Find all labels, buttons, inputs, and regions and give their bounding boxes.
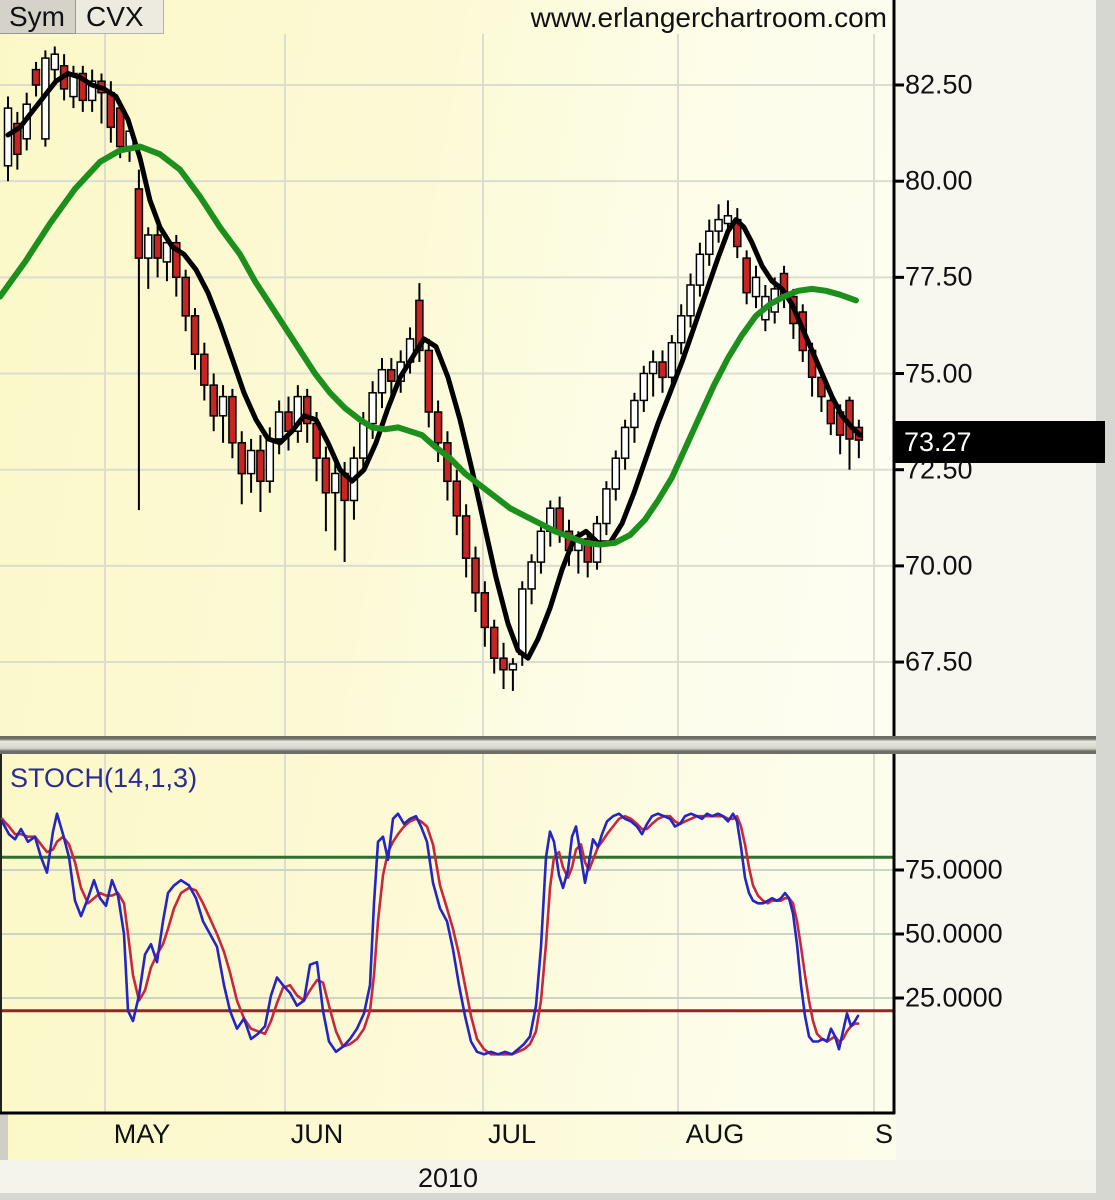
candle-up bbox=[676, 315, 686, 344]
candle-down bbox=[424, 349, 434, 413]
candle-down bbox=[433, 411, 443, 444]
candle-down bbox=[153, 234, 162, 259]
candle-down bbox=[172, 241, 181, 279]
candle-down bbox=[284, 411, 293, 432]
ma-slow-line bbox=[0, 143, 859, 548]
candle-up bbox=[527, 561, 536, 590]
month-label: S bbox=[874, 1119, 894, 1149]
candle-up bbox=[274, 411, 284, 440]
month-label: JUL bbox=[487, 1119, 537, 1149]
candle-up bbox=[714, 218, 723, 232]
candle-up bbox=[602, 488, 611, 525]
stoch-tick-label: 50.0000 bbox=[905, 918, 1003, 949]
symbol-field-label: Sym bbox=[0, 0, 76, 34]
candle-down bbox=[256, 449, 265, 483]
candle-down bbox=[461, 515, 471, 559]
candle-down bbox=[321, 457, 331, 494]
candle-down bbox=[742, 257, 751, 294]
stoch-tick-label: 25.0000 bbox=[905, 982, 1003, 1013]
stoch-k-line bbox=[0, 812, 860, 1056]
candle-up bbox=[648, 361, 658, 375]
panel-splitter[interactable] bbox=[0, 736, 1115, 754]
ma-fast-line bbox=[5, 71, 863, 661]
candle-up bbox=[751, 276, 761, 298]
candle-up bbox=[667, 341, 677, 379]
month-label: AUG bbox=[685, 1119, 745, 1149]
candle-up bbox=[695, 253, 705, 286]
candle-up bbox=[630, 399, 639, 429]
candle-down bbox=[480, 592, 490, 629]
candle-up bbox=[705, 230, 714, 256]
price-panel-background bbox=[0, 0, 896, 737]
candle-up bbox=[359, 422, 368, 459]
right-scroll-strip[interactable] bbox=[1096, 0, 1115, 1200]
axis-corner-block bbox=[0, 1113, 8, 1160]
price-tick-label: 80.00 bbox=[905, 165, 973, 196]
candle-up bbox=[620, 426, 630, 459]
candle-down bbox=[489, 626, 499, 659]
price-tick-label: 82.50 bbox=[905, 69, 973, 100]
stoch-tick-label: 75.0000 bbox=[905, 854, 1003, 885]
month-label: MAY bbox=[113, 1119, 171, 1149]
candle-up bbox=[368, 392, 377, 425]
candle-up bbox=[686, 284, 695, 317]
last-price-badge: 73.27 bbox=[894, 421, 1105, 463]
symbol-input[interactable]: CVX bbox=[76, 0, 164, 34]
candle-down bbox=[387, 368, 396, 382]
candle-down bbox=[826, 399, 836, 425]
candle-up bbox=[50, 53, 60, 71]
month-axis-band bbox=[0, 1113, 896, 1160]
stoch-indicator-label: STOCH(14,1,3) bbox=[10, 763, 198, 793]
price-tick-label: 75.00 bbox=[905, 358, 973, 389]
year-label: 2010 bbox=[418, 1163, 479, 1193]
candle-down bbox=[78, 72, 88, 102]
candle-up bbox=[536, 530, 546, 563]
candle-down bbox=[181, 276, 190, 317]
candle-up bbox=[518, 588, 527, 656]
candle-down bbox=[237, 442, 247, 475]
candle-down bbox=[209, 384, 218, 417]
candle-down bbox=[583, 538, 592, 563]
candle-down bbox=[555, 507, 564, 533]
candle-up bbox=[639, 372, 649, 402]
candle-down bbox=[471, 557, 480, 594]
candle-down bbox=[106, 91, 116, 129]
candle-up bbox=[265, 438, 275, 482]
candle-down bbox=[134, 188, 144, 259]
bottom-edge-strip bbox=[0, 1193, 1115, 1200]
candle-down bbox=[499, 657, 508, 671]
month-label: JUN bbox=[290, 1119, 344, 1149]
candle-down bbox=[658, 361, 667, 379]
year-axis-band bbox=[0, 1160, 1115, 1193]
candle-up bbox=[331, 472, 340, 494]
candle-up bbox=[87, 80, 97, 102]
candle-down bbox=[13, 122, 22, 156]
candle-up bbox=[293, 395, 303, 432]
candle-up bbox=[723, 215, 733, 225]
candle-up bbox=[144, 234, 153, 259]
candle-down bbox=[302, 395, 312, 425]
candle-down bbox=[31, 68, 41, 86]
candle-up bbox=[377, 368, 387, 394]
price-tick-label: 67.50 bbox=[905, 646, 973, 677]
candle-up bbox=[508, 663, 518, 671]
candle-down bbox=[200, 353, 209, 386]
candle-down bbox=[452, 480, 462, 517]
candle-down bbox=[190, 315, 200, 356]
website-watermark: www.erlangerchartroom.com bbox=[530, 2, 887, 33]
axis-label-column bbox=[896, 0, 1115, 1200]
price-tick-label: 70.00 bbox=[905, 550, 973, 581]
price-tick-label: 77.50 bbox=[905, 261, 973, 292]
candle-up bbox=[218, 395, 228, 417]
candle-down bbox=[228, 395, 237, 444]
candle-up bbox=[246, 449, 256, 475]
candle-up bbox=[611, 457, 621, 490]
